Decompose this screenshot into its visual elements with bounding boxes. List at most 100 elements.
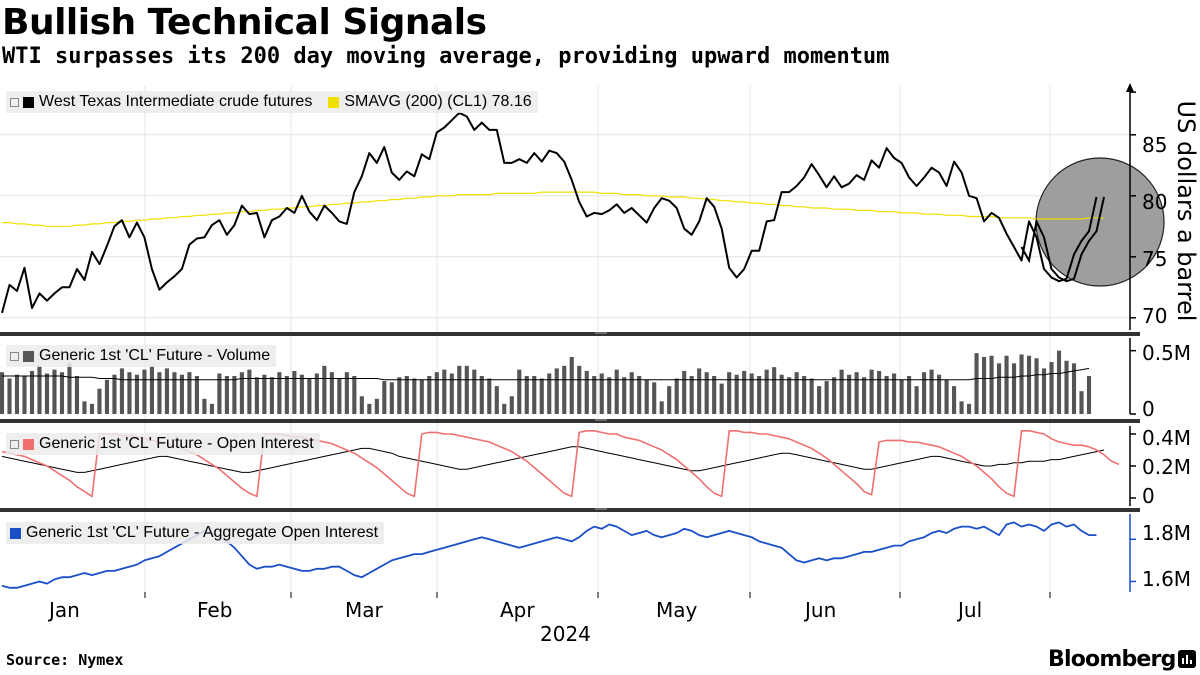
volume-bar bbox=[809, 378, 814, 414]
volume-bar bbox=[104, 379, 110, 414]
volume-bar bbox=[914, 386, 919, 414]
aggregate-oi-legend-label: Generic 1st 'CL' Future - Aggregate Open… bbox=[26, 524, 379, 541]
volume-bar bbox=[329, 372, 334, 414]
volume-bar bbox=[562, 365, 567, 414]
volume-bar bbox=[382, 381, 387, 414]
volume-bar bbox=[472, 369, 477, 414]
open-interest-swatch bbox=[23, 438, 34, 450]
volume-bar bbox=[547, 373, 552, 414]
volume-bar bbox=[599, 373, 604, 414]
volume-bar bbox=[1034, 358, 1039, 414]
volume-bar bbox=[1071, 363, 1077, 414]
volume-bar bbox=[952, 386, 957, 414]
volume-bar bbox=[509, 396, 514, 414]
month-may: May bbox=[656, 598, 698, 622]
month-jul: Jul bbox=[958, 598, 983, 622]
volume-bar bbox=[412, 378, 417, 414]
volume-bar bbox=[877, 370, 882, 414]
open-interest-average-line bbox=[1, 446, 1105, 473]
volume-bar bbox=[862, 377, 867, 414]
volume-bar bbox=[1011, 363, 1017, 414]
volume-legend-label: Generic 1st 'CL' Future - Volume bbox=[39, 347, 271, 364]
open-interest-legend-label: Generic 1st 'CL' Future - Open Interest bbox=[39, 435, 314, 452]
volume-bar bbox=[419, 379, 424, 414]
chart-title: Bullish Technical Signals bbox=[2, 2, 487, 43]
volume-bar bbox=[892, 373, 897, 414]
sma-swatch bbox=[328, 96, 340, 108]
chart-subtitle: WTI surpasses its 200 day moving average… bbox=[2, 44, 890, 69]
volume-bar bbox=[637, 376, 642, 414]
panel-separator bbox=[0, 332, 1140, 336]
volume-bar bbox=[652, 382, 657, 414]
volume-bar bbox=[577, 365, 582, 414]
volume-bar bbox=[959, 401, 964, 414]
volume-bar bbox=[74, 376, 80, 414]
volume-bar bbox=[847, 374, 852, 414]
volume-bar bbox=[1019, 354, 1024, 414]
open-interest-legend: Generic 1st 'CL' Future - Open Interest bbox=[6, 433, 320, 455]
volume-bar bbox=[697, 368, 702, 414]
volume-bar bbox=[344, 372, 349, 414]
volume-bar bbox=[52, 369, 57, 414]
volume-bar bbox=[517, 369, 522, 414]
sma-line bbox=[2, 191, 1105, 227]
volume-bar bbox=[764, 369, 769, 414]
volume-bar bbox=[584, 370, 589, 414]
volume-bar bbox=[164, 368, 169, 414]
volume-bar bbox=[944, 379, 949, 414]
volume-bar bbox=[29, 370, 35, 414]
expand-icon[interactable] bbox=[10, 439, 19, 449]
volume-bar bbox=[119, 368, 125, 414]
volume-bar bbox=[629, 372, 634, 414]
volume-bar bbox=[14, 374, 20, 414]
volume-bar bbox=[457, 365, 462, 414]
volume-bar bbox=[869, 369, 874, 414]
volume-bar bbox=[232, 376, 237, 414]
volume-bar bbox=[907, 376, 912, 414]
volume-bar bbox=[67, 363, 72, 414]
volume-bar bbox=[239, 372, 244, 414]
wti-price-line bbox=[1, 111, 1098, 314]
volume-bar bbox=[922, 372, 927, 414]
month-feb: Feb bbox=[197, 598, 233, 622]
volume-bar bbox=[7, 378, 12, 414]
volume-bar bbox=[659, 401, 664, 414]
volume-bar bbox=[742, 370, 747, 414]
volume-bar bbox=[0, 372, 5, 414]
bloomberg-mark-icon bbox=[1178, 650, 1196, 668]
ytick-volume-0: 0 bbox=[1142, 397, 1155, 421]
volume-bar bbox=[1079, 391, 1084, 414]
volume-bar bbox=[142, 369, 147, 414]
volume-bar bbox=[1041, 368, 1047, 414]
volume-bar bbox=[442, 369, 447, 414]
volume-bar bbox=[712, 376, 717, 414]
volume-bar bbox=[254, 377, 259, 414]
volume-bar bbox=[622, 377, 627, 414]
volume-bar bbox=[187, 372, 192, 414]
ytick-price-75: 75 bbox=[1142, 247, 1168, 271]
bloomberg-logo: Bloomberg bbox=[1048, 647, 1176, 672]
volume-bar bbox=[592, 376, 597, 414]
expand-icon[interactable] bbox=[10, 97, 19, 107]
volume-bar bbox=[727, 372, 732, 414]
month-mar: Mar bbox=[345, 598, 383, 622]
volume-bar bbox=[817, 386, 822, 414]
axis-arrow-icon bbox=[1126, 83, 1134, 92]
volume-bar bbox=[854, 372, 859, 414]
volume-bar bbox=[359, 396, 364, 414]
price-legend: West Texas Intermediate crude futures SM… bbox=[6, 91, 538, 113]
volume-average-line bbox=[2, 367, 1090, 381]
expand-icon[interactable] bbox=[10, 351, 19, 361]
volume-bar bbox=[82, 401, 87, 414]
volume-bar bbox=[277, 372, 282, 414]
volume-bar bbox=[494, 386, 499, 414]
volume-bar bbox=[899, 379, 904, 414]
volume-bar bbox=[134, 374, 140, 414]
volume-bar bbox=[981, 357, 987, 414]
volume-bars bbox=[0, 350, 1092, 414]
volume-bar bbox=[314, 373, 319, 414]
volume-bar bbox=[404, 376, 409, 414]
volume-bar bbox=[966, 403, 972, 414]
volume-bar bbox=[89, 403, 95, 414]
